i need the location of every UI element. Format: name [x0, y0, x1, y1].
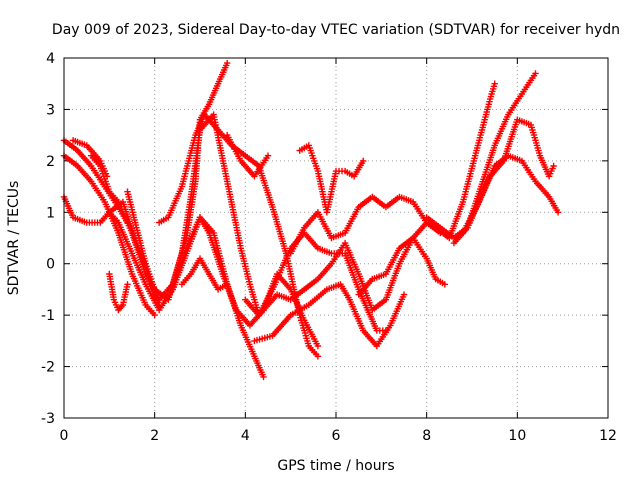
data-series [178, 255, 231, 293]
series-markers [450, 152, 562, 247]
series-markers [224, 131, 272, 180]
y-tick-label: 3 [46, 102, 55, 118]
y-tick-label: -2 [41, 360, 55, 376]
series-markers [106, 270, 131, 314]
x-tick-label: 12 [599, 428, 617, 444]
data-series [224, 131, 272, 180]
data-series [355, 234, 448, 298]
series-markers [355, 234, 448, 298]
x-tick-label: 6 [332, 428, 341, 444]
series-markers [251, 281, 408, 350]
y-axis-label: SDTVAR / TECUs [6, 181, 22, 296]
data-series [88, 59, 231, 303]
x-tick-label: 10 [508, 428, 526, 444]
series-markers [178, 255, 231, 293]
y-tick-label: -3 [41, 411, 55, 427]
data-series [296, 142, 367, 216]
series-markers [287, 193, 430, 257]
y-tick-label: 4 [46, 51, 55, 67]
data-series [287, 193, 430, 257]
series-markers [60, 152, 158, 319]
series-markers [88, 59, 231, 303]
data-series [251, 281, 408, 350]
chart-title: Day 009 of 2023, Sidereal Day-to-day VTE… [52, 22, 620, 38]
series-markers [260, 219, 444, 314]
y-tick-label: 2 [46, 154, 55, 170]
x-tick-label: 0 [60, 428, 69, 444]
series-line [462, 118, 555, 234]
data-series [432, 80, 498, 242]
x-tick-label: 2 [150, 428, 159, 444]
data-series [106, 270, 131, 314]
series-markers [432, 80, 498, 242]
series-line [90, 62, 228, 301]
y-tick-label: 0 [46, 257, 55, 273]
series-markers [423, 70, 539, 242]
data-series [423, 70, 539, 242]
x-tick-label: 8 [422, 428, 431, 444]
plot-frame [63, 57, 609, 419]
y-tick-label: 1 [46, 205, 55, 221]
plot-area [60, 59, 562, 381]
data-series [60, 152, 158, 319]
data-series [124, 111, 263, 319]
series-markers [124, 111, 263, 319]
data-series [450, 152, 562, 247]
grid [64, 58, 608, 418]
y-tick-label: -1 [41, 308, 55, 324]
x-axis-label: GPS time / hours [277, 458, 394, 474]
x-tick-label: 4 [241, 428, 250, 444]
series-markers [296, 142, 367, 216]
